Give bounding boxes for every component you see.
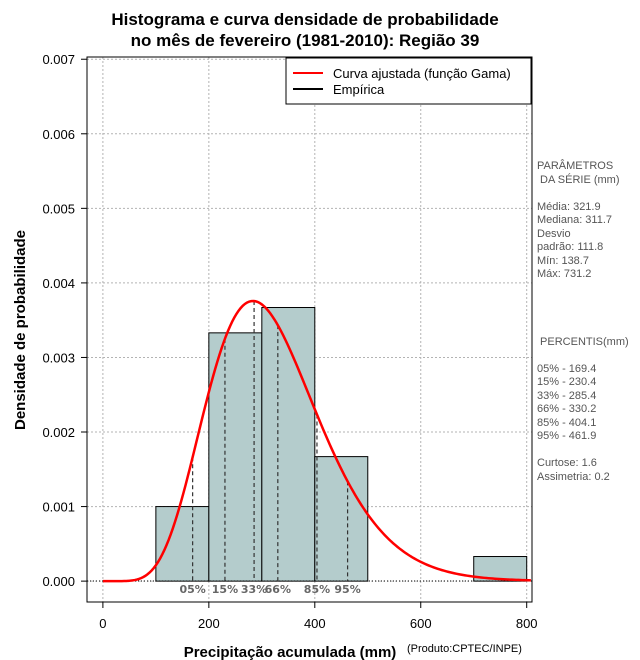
- percentile-markers: 05% 15% 33%66% 85% 95%: [179, 301, 361, 596]
- x-tick-label: 200: [198, 616, 220, 631]
- chart-title-line-1: Histograma e curva densidade de probabil…: [111, 10, 498, 29]
- y-tick-label: 0.002: [42, 425, 75, 440]
- y-tick-label: 0.000: [42, 574, 75, 589]
- y-tick-label: 0.006: [42, 127, 75, 142]
- param-stddev-label: Desvio: [537, 227, 571, 240]
- percentil-85: 85% - 404.1: [537, 416, 597, 429]
- param-mean: Média: 321.9: [537, 200, 601, 213]
- percentile-label: 95%: [334, 583, 360, 596]
- y-axis: 0.000 0.001 0.002 0.003 0.004 0.005 0.006 0.007: [42, 52, 87, 589]
- y-tick-label: 0.003: [42, 350, 75, 365]
- x-tick-label: 800: [516, 616, 538, 631]
- chart-title-line-2: no mês de fevereiro (1981-2010): Região …: [131, 31, 480, 50]
- param-min: Mín: 138.7: [537, 254, 589, 267]
- legend-empirical-label: Empírica: [333, 82, 385, 97]
- histogram-bar: [314, 456, 369, 582]
- percentile-label: 66%: [265, 583, 291, 596]
- x-tick-label: 600: [410, 616, 432, 631]
- percentil-66: 66% - 330.2: [537, 403, 597, 415]
- param-stddev: padrão: 111.8: [537, 241, 604, 253]
- y-tick-label: 0.007: [42, 52, 75, 67]
- y-tick-label: 0.004: [42, 276, 75, 291]
- statistics-panel: PARÂMETROS DA SÉRIE (mm) Média: 321.9 Me…: [537, 160, 637, 484]
- skewness: Assimetria: 0.2: [537, 470, 610, 483]
- percentile-label: 33%: [241, 583, 267, 596]
- y-tick-label: 0.001: [42, 500, 75, 515]
- percentile-label: 05%: [179, 583, 205, 596]
- percentil-05: 05% - 169.4: [537, 362, 597, 375]
- histogram-bars: [155, 307, 528, 582]
- percentil-95: 95% - 461.9: [537, 430, 597, 442]
- param-median: Mediana: 311.7: [537, 214, 613, 226]
- plot-frame: [86, 56, 533, 603]
- percentile-label: 15%: [212, 583, 238, 596]
- legend-box: [285, 57, 532, 105]
- param-max: Máx: 731.2: [537, 268, 592, 280]
- x-tick-label: 0: [99, 616, 106, 631]
- source-credit: (Produto:CPTEC/INPE): [407, 643, 522, 655]
- x-axis-label: Precipitação acumulada (mm): [184, 644, 397, 660]
- params-heading-1: PARÂMETROS: [537, 160, 614, 172]
- histogram-bar: [155, 506, 210, 582]
- histogram-bar: [208, 332, 263, 582]
- histogram-bar: [261, 307, 316, 582]
- y-axis-label: Densidade de probabilidade: [12, 230, 29, 430]
- percentil-33: 33% - 285.4: [537, 389, 597, 402]
- legend-curve-label: Curva ajustada (função Gama): [333, 66, 511, 81]
- x-tick-label: 400: [304, 616, 326, 631]
- legend: Curva ajustada (função Gama) Empírica: [285, 57, 532, 105]
- x-axis: 0 200 400 600 800: [99, 602, 538, 631]
- percentile-label: 85%: [304, 583, 330, 596]
- y-tick-label: 0.005: [42, 201, 75, 216]
- gamma-curve: [102, 299, 531, 583]
- percentil-15: 15% - 230.4: [537, 376, 597, 388]
- params-heading-2: DA SÉRIE (mm): [537, 173, 620, 186]
- percentis-heading: PERCENTIS(mm): [537, 335, 629, 348]
- kurtosis: Curtose: 1.6: [537, 457, 597, 469]
